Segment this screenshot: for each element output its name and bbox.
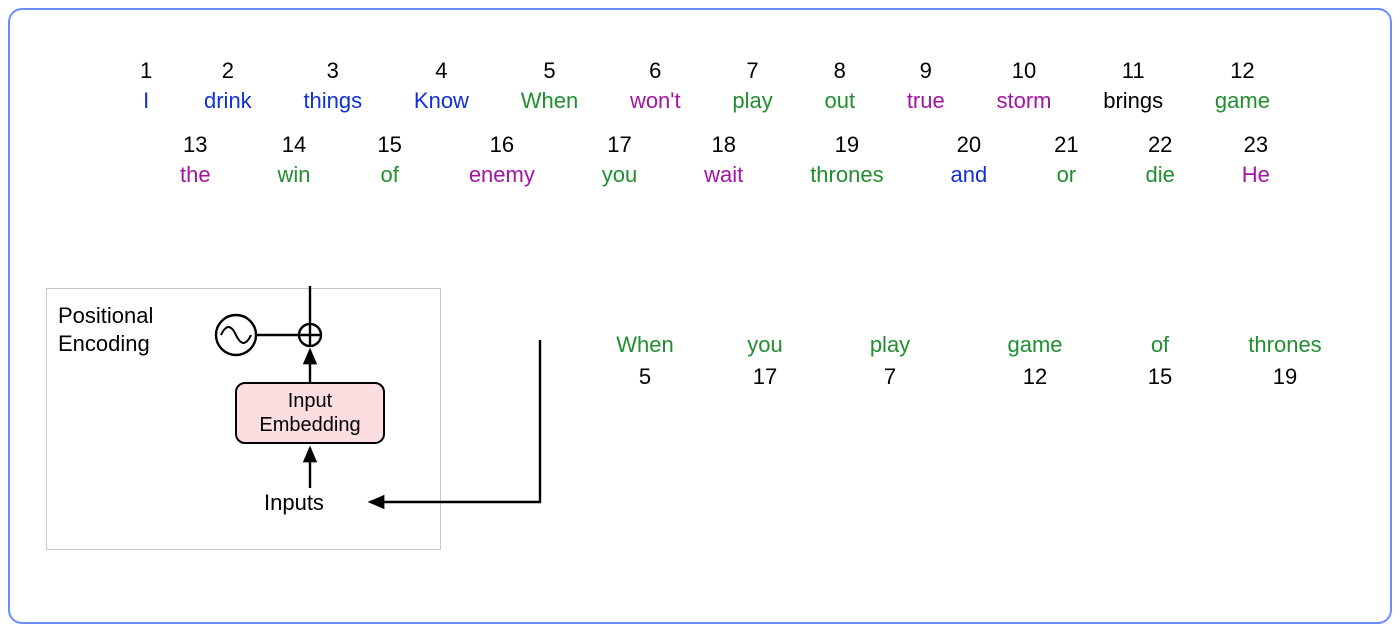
sequence-word: you [747,332,782,358]
sequence-word: of [1151,332,1169,358]
sequence-token: game 12 [1007,332,1062,390]
sequence-token: play 7 [870,332,910,390]
sequence-word: game [1007,332,1062,358]
sequence-index: 5 [639,364,651,390]
diagram-canvas: 1I2drink3things4Know5When6won't7play8out… [8,8,1392,624]
sequence-index: 17 [753,364,777,390]
sequence-word: play [870,332,910,358]
sequence-word: thrones [1248,332,1321,358]
sequence-token: of 15 [1148,332,1172,390]
diagram-svg [10,10,1394,626]
sequence-word: When [616,332,673,358]
sequence-token: When 5 [616,332,673,390]
sequence-token: you 17 [747,332,782,390]
sequence-index: 15 [1148,364,1172,390]
sequence-index: 7 [884,364,896,390]
sequence-index: 12 [1023,364,1047,390]
sequence-token: thrones 19 [1248,332,1321,390]
sequence-index: 19 [1273,364,1297,390]
